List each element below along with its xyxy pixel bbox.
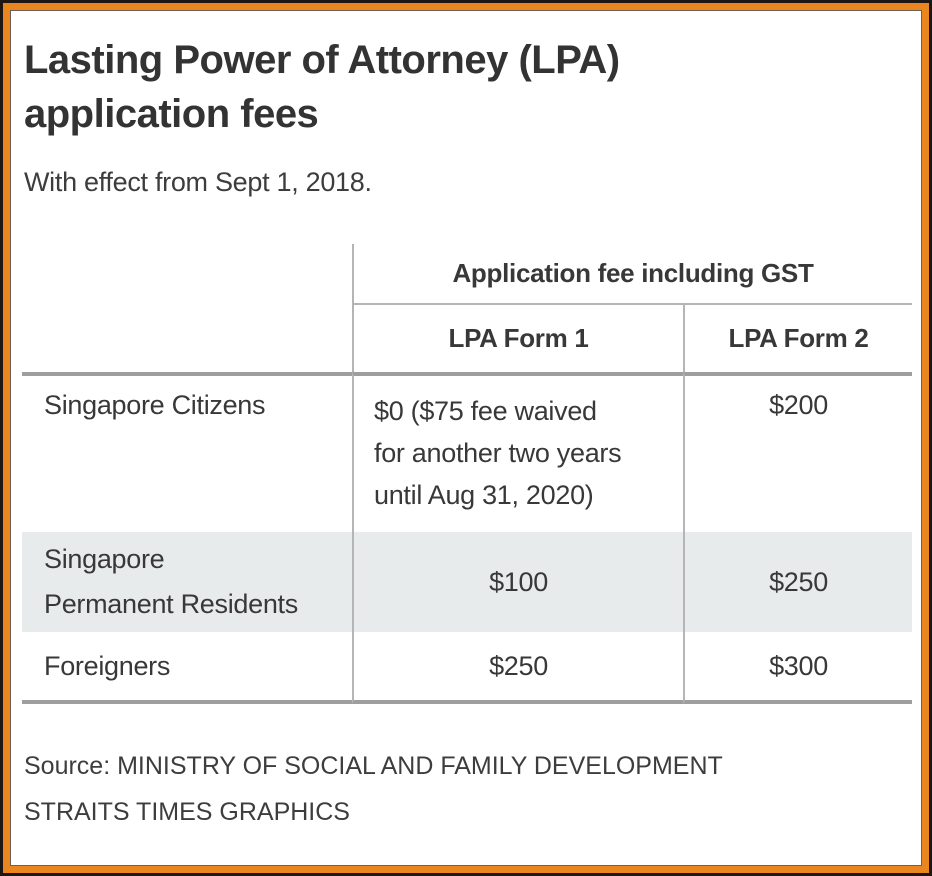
effective-date-subtitle: With effect from Sept 1, 2018. [24,167,372,197]
credit-line: STRAITS TIMES GRAPHICS [24,798,350,826]
source-line: Source: MINISTRY OF SOCIAL AND FAMILY DE… [24,752,723,780]
row-label-foreigners: Foreigners [22,632,352,704]
row-label-singapore-citizens: Singapore Citizens [22,372,352,532]
infographic-content: Lasting Power of Attorney (LPA) applicat… [10,10,922,866]
cell-foreigners-form1-fee: $250 [352,632,683,704]
cell-foreigners-form2-fee: $300 [683,632,912,704]
column-header-lpa-form-2: LPA Form 2 [683,305,912,372]
row-label-permanent-residents: Singapore Permanent Residents [22,532,352,632]
cell-citizens-form2-fee: $200 [683,372,912,532]
cell-citizens-form1-fee: $0 ($75 fee waived for another two years… [352,372,683,532]
header-spacer-cell [22,305,352,372]
fee-table: Application fee including GST LPA Form 1… [22,244,912,704]
cell-pr-form1-fee: $100 [352,532,683,632]
corner-spacer-cell [22,244,352,305]
group-header-cell: Application fee including GST [352,244,912,305]
cell-pr-form2-fee: $250 [683,532,912,632]
column-header-lpa-form-1: LPA Form 1 [352,305,683,372]
page-title: Lasting Power of Attorney (LPA) applicat… [24,38,620,136]
